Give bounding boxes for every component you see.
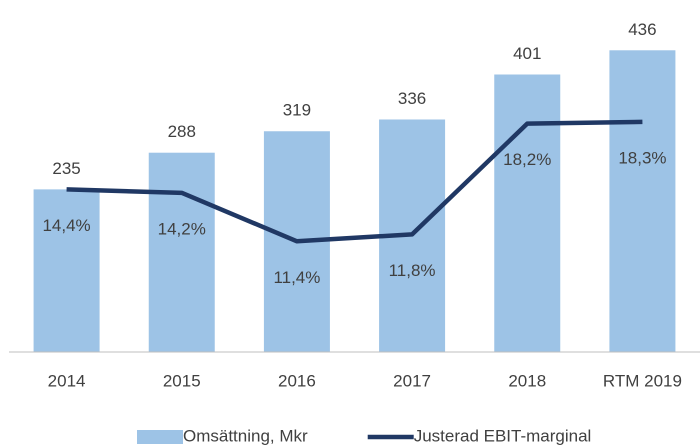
bar-value-label: 288: [168, 122, 196, 141]
x-tick-label: 2014: [48, 371, 86, 390]
bar-value-label: 436: [628, 20, 656, 39]
line-value-label: 18,3%: [618, 148, 666, 167]
bar: [609, 50, 676, 353]
bar-value-label: 401: [513, 44, 541, 63]
x-tick-label: 2017: [393, 371, 431, 390]
legend-label: Omsättning, Mkr: [183, 426, 308, 445]
x-tick-label: 2015: [163, 371, 201, 390]
bar: [494, 74, 561, 353]
line-value-label: 14,4%: [42, 216, 90, 235]
line-value-label: 18,2%: [503, 150, 551, 169]
line: [66, 119, 643, 244]
legend-swatch: [137, 430, 183, 444]
bar: [33, 189, 100, 352]
line-value-label: 11,8%: [389, 261, 436, 280]
bar-value-label: 336: [398, 89, 426, 108]
bar-value-label: 319: [283, 101, 311, 120]
x-tick-label: RTM 2019: [603, 371, 682, 390]
legend-label: Justerad EBIT-marginal: [414, 426, 592, 445]
x-tick-label: 2016: [278, 371, 316, 390]
x-tick-label: 2018: [508, 371, 546, 390]
line-value-label: 14,2%: [158, 219, 206, 238]
line-value-label: 11,4%: [273, 268, 320, 287]
bar: [148, 152, 215, 352]
bar-value-label: 235: [52, 159, 80, 178]
